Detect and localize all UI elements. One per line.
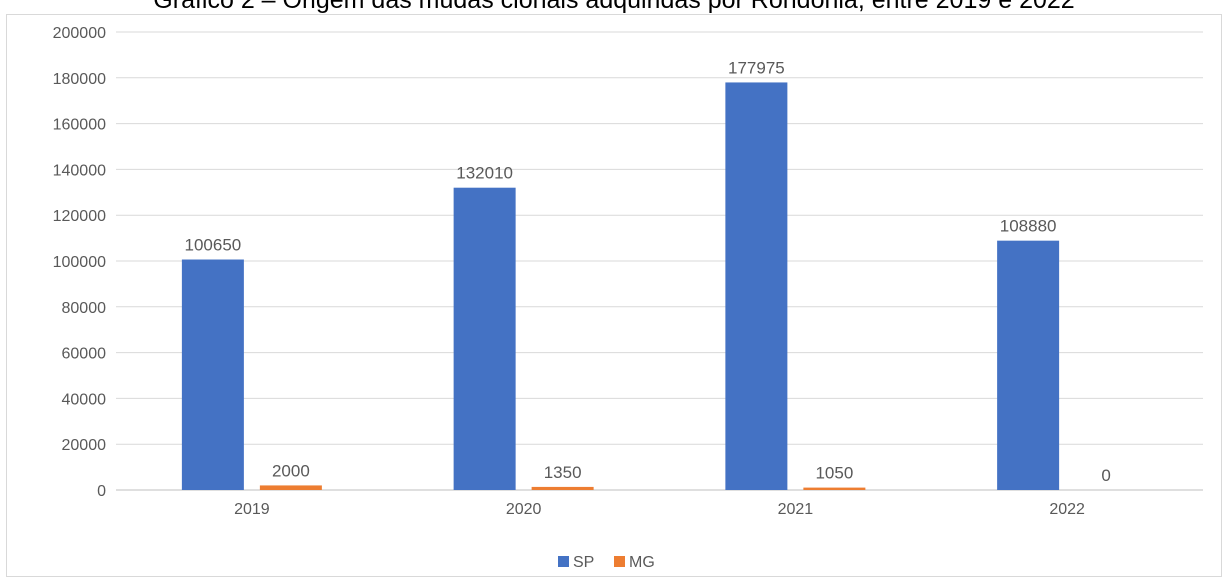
x-tick-label: 2019: [234, 501, 270, 518]
data-label-sp-2022: 108880: [1000, 217, 1057, 236]
data-label-mg-2021: 1050: [815, 464, 853, 483]
y-tick-label: 100000: [53, 254, 106, 271]
y-tick-label: 120000: [53, 208, 106, 225]
bar-sp-2020[interactable]: [453, 187, 516, 491]
x-tick-label: 2020: [506, 501, 542, 518]
y-tick-label: 40000: [62, 391, 107, 408]
data-label-sp-2019: 100650: [185, 236, 242, 255]
bar-sp-2021[interactable]: [725, 82, 788, 490]
x-tick-label: 2021: [778, 501, 814, 518]
bar-mg-2019[interactable]: [259, 485, 322, 490]
y-tick-label: 80000: [62, 300, 107, 317]
bar-mg-2020[interactable]: [531, 486, 594, 490]
y-tick-label: 0: [97, 483, 106, 500]
legend-swatch-mg: [614, 556, 625, 567]
data-label-sp-2021: 177975: [728, 58, 785, 77]
y-tick-label: 200000: [53, 25, 106, 42]
legend-label-sp: SP: [573, 554, 594, 571]
y-tick-label: 60000: [62, 346, 107, 363]
x-tick-label: 2022: [1049, 501, 1085, 518]
data-label-mg-2020: 1350: [544, 463, 582, 482]
y-tick-label: 140000: [53, 162, 106, 179]
data-label-mg-2022: 0: [1101, 466, 1110, 485]
data-label-sp-2020: 132010: [456, 164, 513, 183]
y-tick-label: 160000: [53, 117, 106, 134]
y-tick-label: 20000: [62, 437, 107, 454]
chart-title: Gráfico 2 – Origem das mudas clonais adq…: [153, 0, 1075, 14]
data-label-mg-2019: 2000: [272, 461, 310, 480]
y-tick-label: 180000: [53, 71, 106, 88]
legend-swatch-sp: [558, 556, 569, 567]
legend-label-mg: MG: [629, 554, 655, 571]
bar-sp-2022[interactable]: [997, 240, 1060, 490]
bar-mg-2021[interactable]: [803, 487, 866, 490]
bar-sp-2019[interactable]: [181, 259, 244, 490]
